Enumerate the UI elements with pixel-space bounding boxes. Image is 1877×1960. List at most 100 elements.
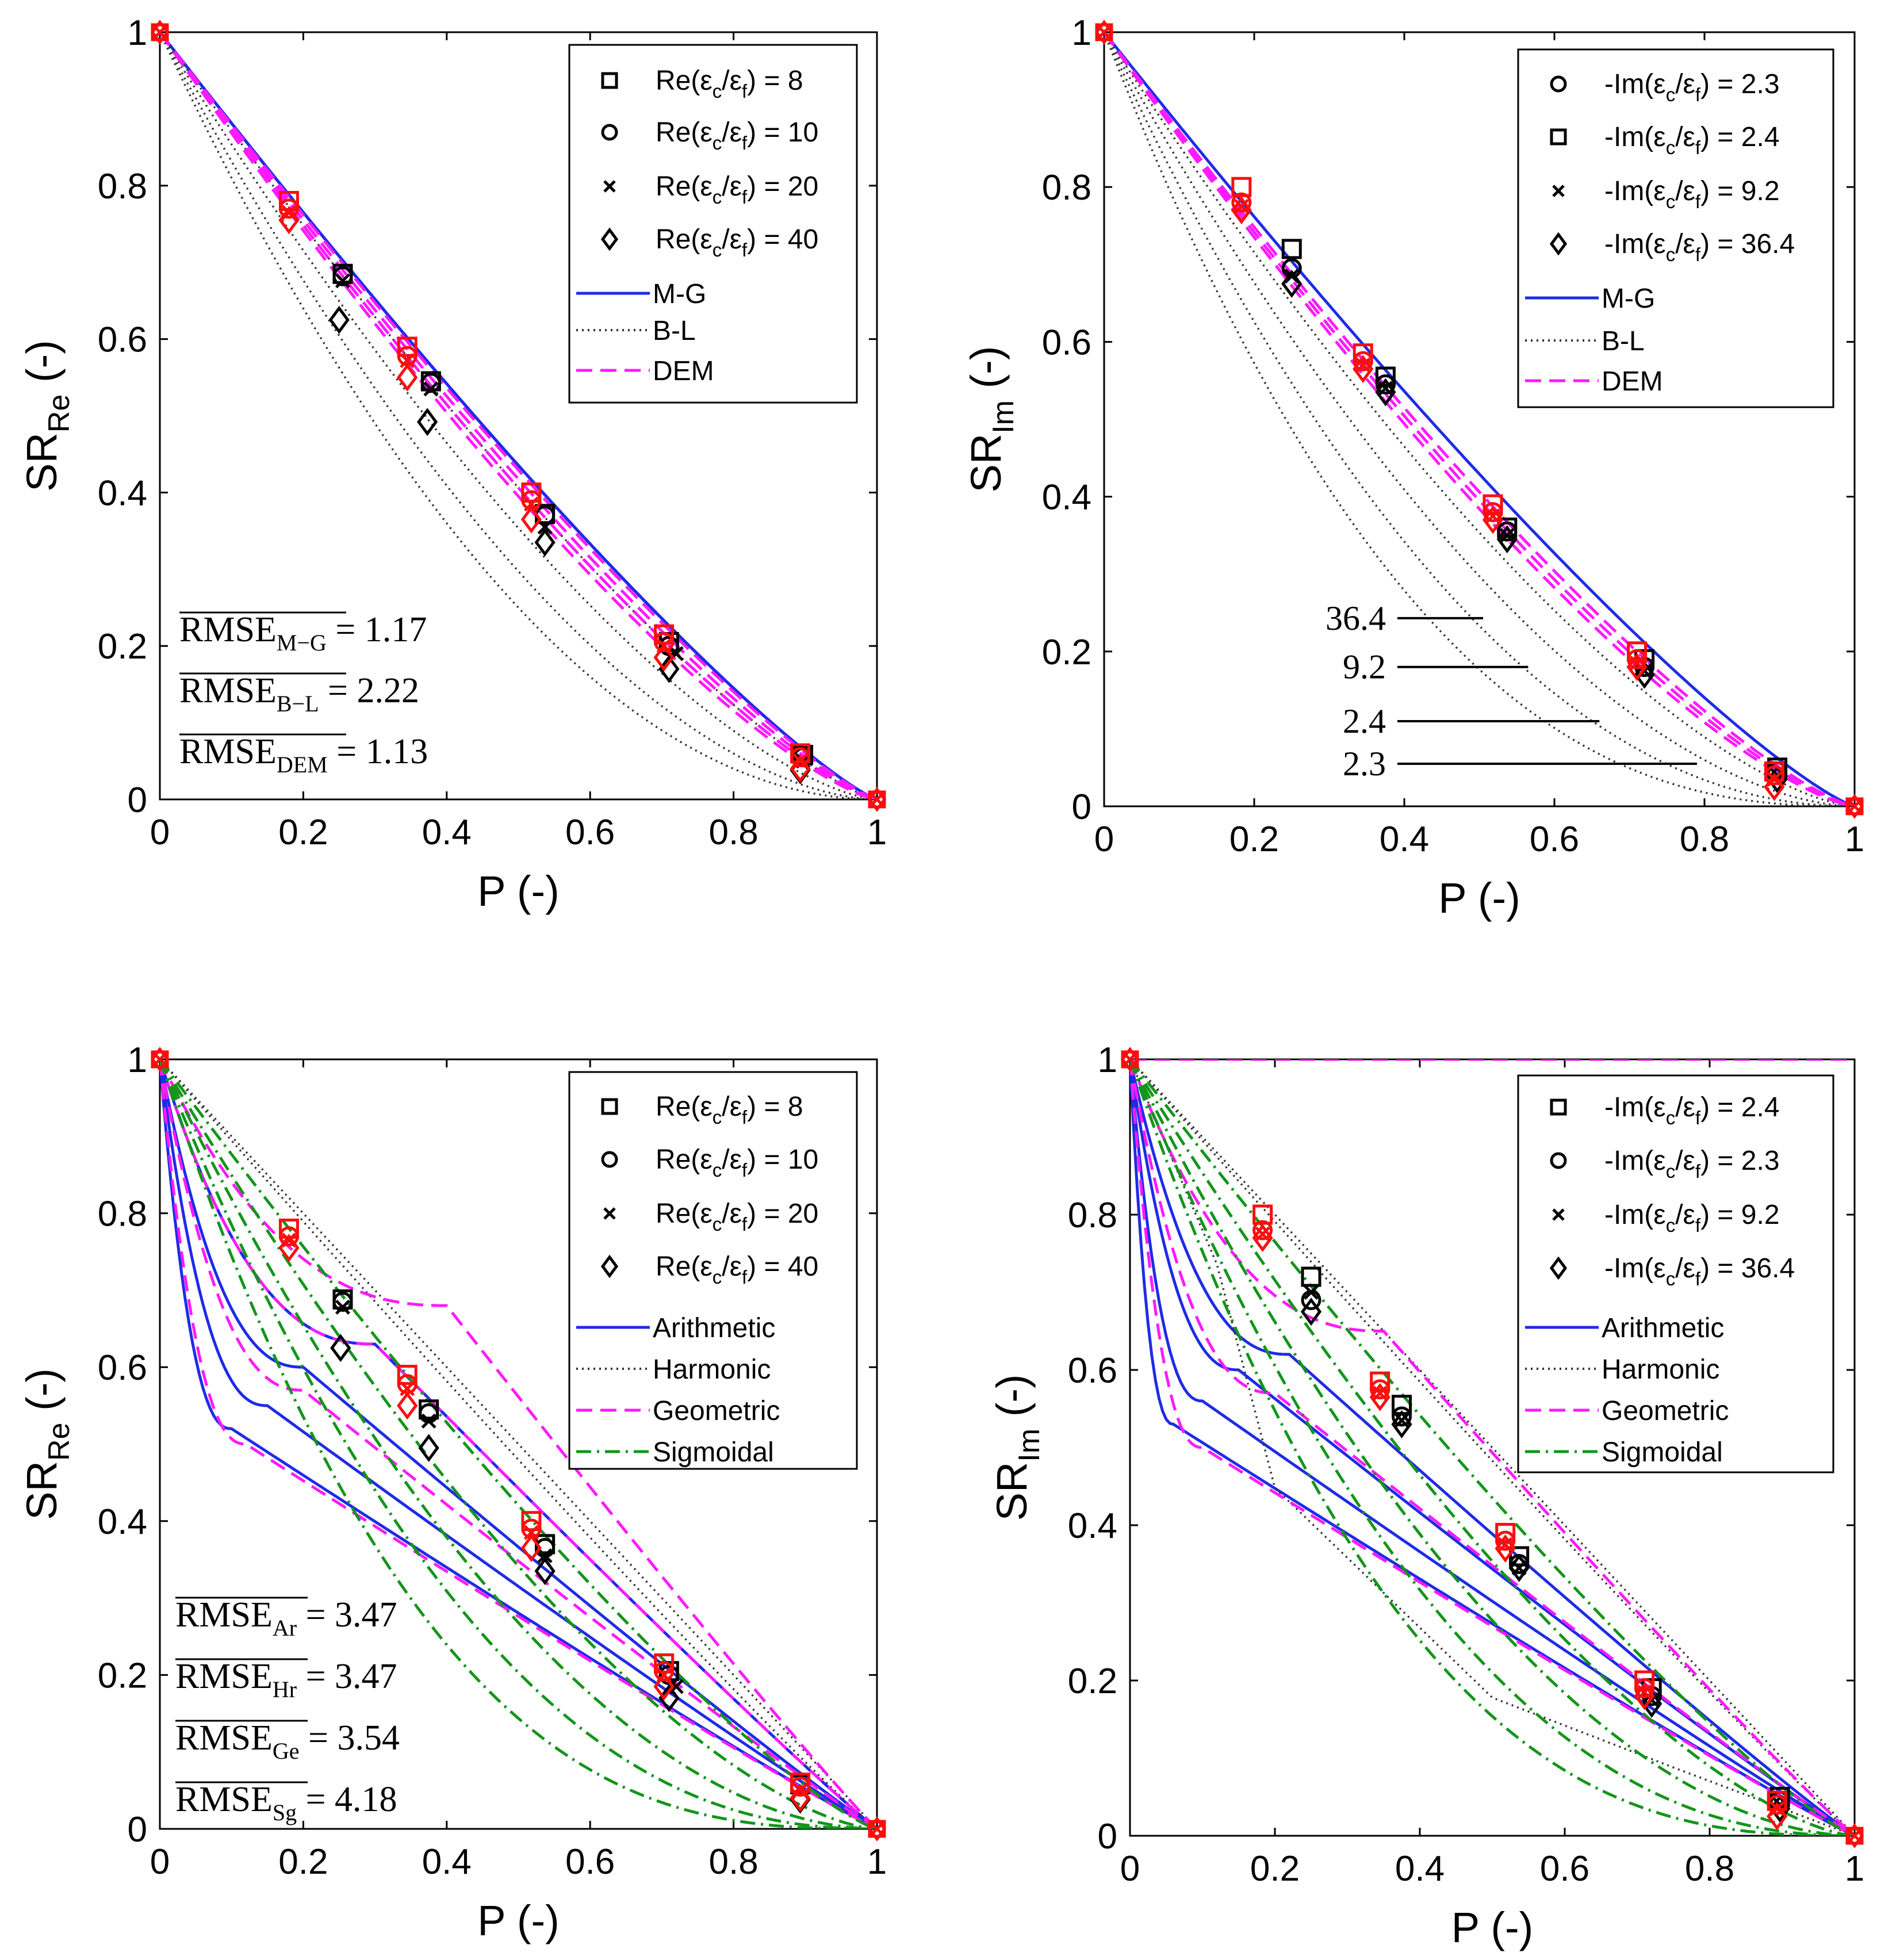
y-tick-label: 1 [1072,13,1091,53]
legend-label: Sigmoidal [653,1437,774,1468]
endpoint-diamond [1845,1823,1864,1848]
legend-marker-square [601,1098,618,1115]
y-tick-label: 0 [128,780,147,820]
black-point-diamond [534,1557,556,1586]
curve-dashed-0 [1104,32,1855,806]
y-tick-label: 0.2 [98,627,147,667]
black-point-x [335,1299,351,1315]
black-point-diamond [1281,269,1303,298]
black-point-circle [1497,521,1518,542]
curve-dashed-0 [1130,1059,1855,1836]
red-point-diamond [520,1534,542,1563]
legend-marker-x [603,1207,616,1220]
black-point-diamond [330,1334,351,1362]
black-point-x [335,273,351,289]
red-point-diamond [653,1672,675,1701]
axes-frame [159,1058,878,1830]
red-point-diamond [1369,1383,1390,1411]
x-tick-label: 0.4 [422,1842,472,1882]
red-point-diamond [1495,1534,1516,1563]
curve-dashed-1 [160,32,877,799]
legend-label: Arithmetic [1602,1313,1724,1343]
x-tick-label: 0.8 [1680,820,1729,859]
x-tick-label: 0.2 [1229,820,1279,859]
red-point-circle [1627,649,1648,669]
legend-label: -Im(εc/εf) = 2.3 [1604,1146,1780,1182]
red-point-diamond [790,1784,811,1812]
red-point-diamond [1252,1224,1273,1252]
black-point-diamond [1634,660,1655,689]
legend-label: Sigmoidal [1602,1437,1723,1468]
curve-dashdot-3 [1130,1059,1855,1836]
red-point-x [281,1232,297,1248]
endpoint-diamond [1094,20,1114,45]
legend-marker-circle [601,124,618,141]
black-point-diamond [1508,1553,1530,1582]
curve-solid-2 [160,1059,877,1829]
legend-label: -Im(εc/εf) = 2.3 [1604,69,1780,105]
y-tick-label: 0 [1098,1817,1117,1856]
curve-dotted-1 [1104,32,1855,806]
axes-frame [159,31,878,801]
y-tick-label: 1 [128,1040,147,1080]
x-tick-label: 0.2 [278,1842,328,1882]
curve-dashed-2 [1104,32,1855,806]
panel-bottom-right: 0 0.2 0.4 0.6 0.8 1 0 0.2 0.4 0.6 0.8 1 P (-) SRIm (-… [988,1040,1864,1951]
y-tick-label: 1 [1098,1040,1117,1080]
legend: Re(εc/εf) = 8 Re(εc/εf) = 10 Re(εc/εf) = 2… [568,1071,858,1470]
y-tick-label: 0.8 [1042,168,1091,208]
rmse-label: RMSESg = 4.18 [175,1780,397,1825]
red-point-circle [790,1776,811,1797]
red-point-diamond [520,505,542,534]
legend-marker-diamond [600,1254,619,1278]
black-point-diamond [658,1684,680,1712]
legend-label: DEM [1602,366,1663,397]
legend-label: Re(εc/εf) = 40 [656,224,818,261]
y-tick-label: 0.2 [1042,633,1091,672]
legend-label: Re(εc/εf) = 20 [656,171,818,208]
legend-label: Re(εc/εf) = 10 [656,117,818,154]
legend-marker-square [1550,128,1567,146]
legend-label: -Im(εc/εf) = 2.4 [1604,122,1780,158]
black-point-diamond [1496,525,1518,554]
legend-label: Re(εc/εf) = 8 [656,66,803,102]
red-point-diamond [1634,1682,1655,1710]
black-point-square [1301,1266,1321,1287]
red-point-square [1483,494,1503,515]
black-point-square [1281,239,1302,259]
red-point-square [1252,1204,1273,1225]
red-point-diamond [278,206,300,235]
legend-marker-circle [1550,75,1567,93]
red-point-square [1231,177,1252,197]
red-point-diamond [653,643,675,672]
black-point-x [537,1548,553,1564]
y-tick-label: 0.6 [98,320,147,360]
panel-top-left: 0 0.2 0.4 0.6 0.8 1 0 0.2 0.4 0.6 0.8 1 P (-) SRRe (-… [18,13,887,915]
red-point-square [654,1653,675,1674]
red-point-circle [654,1661,675,1682]
red-point-square [397,1365,417,1385]
legend-marker-diamond [1549,1256,1568,1280]
panel-bottom-left: 0 0.2 0.4 0.6 0.8 1 0 0.2 0.4 0.6 0.8 1 P (-) SRRe (-… [18,1040,887,1944]
legend-marker-diamond [600,227,619,251]
y-tick-label: 0.2 [98,1656,147,1695]
red-point-square [1634,1670,1655,1691]
legend-marker-square [1550,1098,1567,1116]
legend-label: DEM [653,356,714,386]
annotation-label: 9.2 [1343,648,1386,686]
red-point-circle [1483,502,1503,523]
red-point-circle [1495,1530,1516,1551]
x-tick-label: 0.8 [1685,1849,1734,1889]
x-tick-label: 0.6 [565,813,615,852]
legend: -Im(εc/εf) = 2.4 -Im(εc/εf) = 2.3 -Im(εc/ε… [1517,1074,1834,1473]
curve-dotted-3 [1104,32,1855,806]
black-point-diamond [418,1434,439,1463]
red-point-circle [278,1226,299,1247]
black-point-circle [420,373,441,393]
curve-dashdot-0 [1130,1059,1855,1836]
red-point-x [792,1783,808,1798]
x-tick-label: 0 [1120,1849,1140,1889]
legend-marker-circle [1550,1152,1567,1169]
legend: Re(εc/εf) = 8 Re(εc/εf) = 10 Re(εc/εf) = 2… [568,44,858,404]
